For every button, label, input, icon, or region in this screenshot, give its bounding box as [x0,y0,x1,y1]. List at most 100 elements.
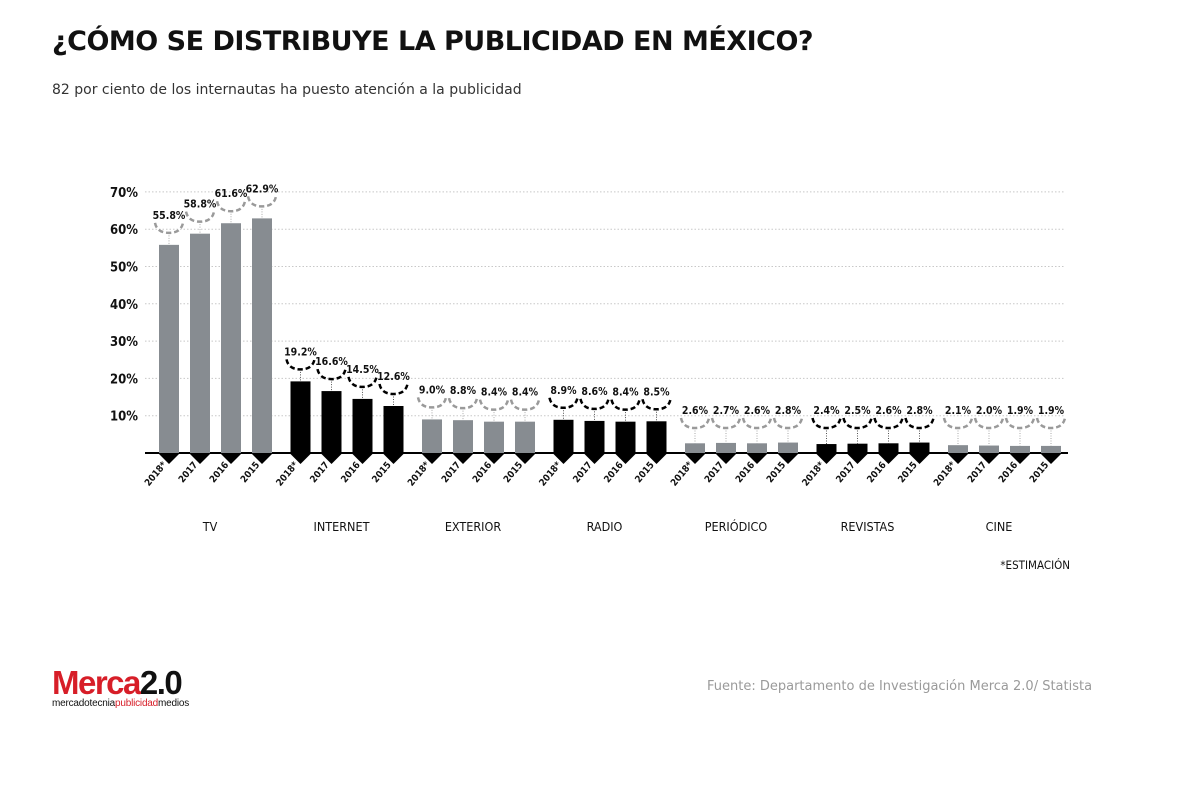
x-tick-year: 2016 [208,460,232,485]
data-label: 8.8% [450,385,477,397]
bar [321,391,342,453]
year-marker [251,453,273,464]
bar [778,442,798,453]
year-marker [483,453,505,464]
bar [352,398,373,453]
data-label: 2.7% [713,405,740,417]
label-bracket [679,417,711,430]
category-label: REVISTAS [841,519,895,534]
estimation-note: *ESTIMACIÓN [1000,557,1070,572]
label-bracket [548,397,579,410]
x-tick-year: 2016 [471,460,495,485]
data-label: 8.4% [612,387,639,399]
year-marker [815,453,838,464]
category-label: EXTERIOR [445,519,502,534]
label-bracket [942,417,974,430]
year-marker [978,453,1000,464]
year-marker [289,453,312,464]
data-label: 8.4% [481,387,508,399]
bar [716,442,736,453]
x-tick-year: 2018* [537,459,564,488]
x-tick-year: 2016 [997,460,1021,485]
year-marker [715,453,737,464]
label-bracket [509,399,541,411]
year-marker [583,453,606,464]
data-label: 2.6% [875,405,902,417]
bar [847,443,868,453]
x-tick-year: 2015 [370,460,394,485]
data-label: 8.6% [581,386,608,398]
bar [221,223,241,453]
year-marker [645,453,668,464]
label-bracket [811,417,842,430]
x-tick-year: 2018* [274,459,301,488]
bar [685,443,705,453]
x-tick-year: 2015 [239,460,263,485]
year-marker [351,453,374,464]
label-bracket [1004,417,1036,430]
x-tick-year: 2018* [406,459,433,488]
y-tick-label: 20% [110,372,138,387]
year-marker [746,453,768,464]
x-tick-year: 2017 [440,460,464,485]
data-label: 8.9% [550,385,577,397]
bar [484,421,504,453]
label-bracket [610,399,641,411]
bar [615,421,636,453]
year-marker [908,453,931,464]
x-tick-year: 2015 [502,460,526,485]
year-marker [1009,453,1031,464]
year-marker [552,453,575,464]
x-tick-year: 2017 [834,460,858,485]
label-bracket [842,417,873,430]
label-bracket [378,383,409,396]
label-bracket [215,200,247,213]
x-tick-year: 2017 [966,460,990,485]
label-bracket [285,359,316,371]
bar [979,445,999,453]
label-bracket [873,417,904,430]
year-marker [514,453,536,464]
bar [453,420,473,453]
data-label: 2.8% [775,405,802,417]
year-marker [382,453,405,464]
data-label: 2.5% [844,405,871,417]
x-tick-year: 2018* [143,459,170,488]
label-bracket [579,398,610,411]
bar [515,421,535,453]
x-tick-year: 2016 [734,460,758,485]
x-tick-year: 2018* [800,459,827,488]
bar [190,233,210,453]
y-tick-label: 30% [110,335,138,350]
x-tick-year: 2016 [602,460,626,485]
year-marker [1040,453,1062,464]
bar [383,406,404,453]
data-label: 2.6% [682,405,709,417]
bar [159,244,179,453]
data-label: 61.6% [215,188,248,200]
y-tick-label: 40% [110,298,138,313]
category-label: TV [202,519,218,534]
source-note: Fuente: Departamento de Investigación Me… [707,679,1093,694]
x-tick-year: 2016 [865,460,889,485]
logo-tagline-c: medios [158,698,190,709]
merca-logo: Merca2.0 mercadotecniapublicidadmedios [52,666,190,709]
data-label: 2.1% [945,405,972,417]
label-bracket [153,222,185,235]
data-label: 58.8% [184,199,217,211]
year-marker [877,453,900,464]
label-bracket [1035,417,1067,430]
data-label: 12.6% [377,371,410,383]
bar [584,420,605,453]
data-label: 55.8% [153,210,186,222]
page-title: ¿CÓMO SE DISTRIBUYE LA PUBLICIDAD EN MÉX… [52,26,814,57]
label-bracket [973,417,1005,430]
year-marker [320,453,343,464]
x-tick-year: 2017 [308,460,332,485]
year-marker [846,453,869,464]
year-marker [452,453,474,464]
y-tick-label: 70% [110,186,138,201]
label-bracket [184,211,216,223]
label-bracket [478,399,510,411]
